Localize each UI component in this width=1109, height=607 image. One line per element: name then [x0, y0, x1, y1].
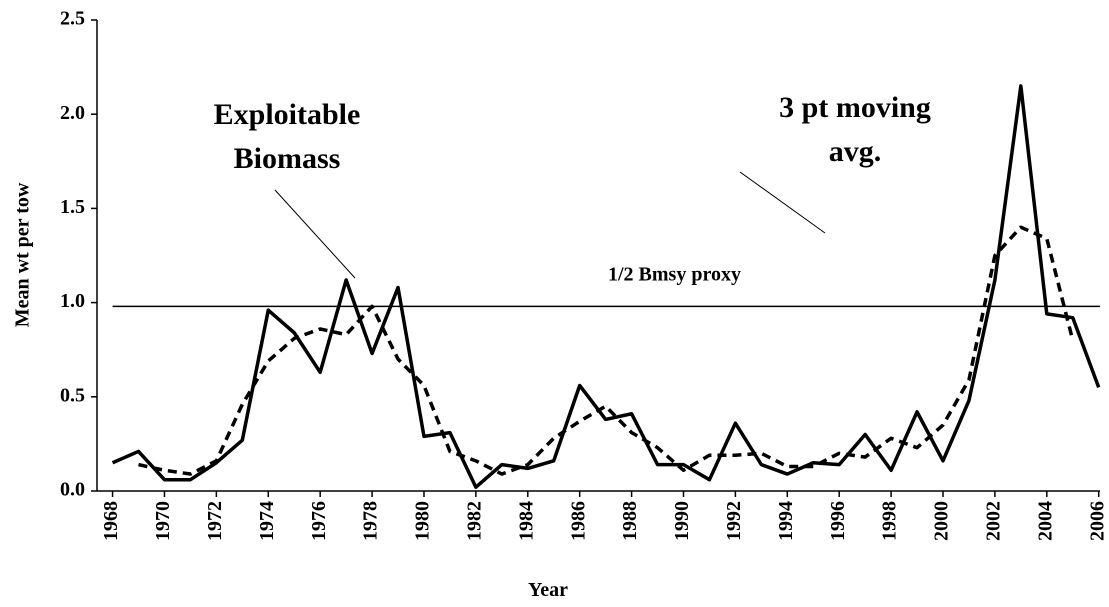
- annotation-pointer: [739, 171, 826, 234]
- y-tick-label: 1.5: [60, 196, 85, 218]
- x-tick-label: 2002: [982, 501, 1004, 541]
- y-tick-label: 2.5: [60, 8, 85, 30]
- series-line: [138, 225, 1075, 476]
- x-tick-label: 1982: [463, 501, 485, 541]
- x-tick-label: 1986: [567, 501, 589, 541]
- reference-label: 1/2 Bmsy proxy: [608, 263, 741, 285]
- x-tick-label: 1990: [671, 501, 693, 541]
- y-tick-label: 0.0: [60, 479, 85, 501]
- annotation: 3 pt moving: [779, 91, 931, 124]
- x-tick-label: 1996: [827, 501, 849, 541]
- y-tick-label: 0.5: [60, 384, 85, 406]
- x-tick-label: 2004: [1034, 501, 1056, 541]
- x-tick-label: 1976: [308, 501, 330, 541]
- x-tick-label: 1974: [256, 501, 278, 541]
- x-tick-label: 1968: [100, 501, 122, 541]
- annotation: avg.: [829, 135, 882, 168]
- x-tick-label: 1992: [723, 501, 745, 541]
- y-tick-label: 1.0: [60, 290, 85, 312]
- x-tick-label: 1984: [515, 501, 537, 541]
- x-tick-label: 2006: [1086, 501, 1108, 541]
- x-tick-label: 1972: [204, 501, 226, 541]
- x-tick-label: 2000: [931, 501, 953, 541]
- x-tick-label: 1998: [879, 501, 901, 541]
- x-tick-label: 1994: [775, 501, 797, 541]
- y-axis-title: Mean wt per tow: [12, 182, 34, 327]
- annotation-pointer: [274, 189, 356, 279]
- y-tick-label: 2.0: [60, 102, 85, 124]
- series-line: [111, 84, 1101, 489]
- x-tick-label: 1978: [360, 501, 382, 541]
- x-axis-title: Year: [528, 579, 568, 601]
- x-tick-label: 1988: [619, 501, 641, 541]
- annotation: Biomass: [234, 142, 341, 175]
- annotation: Exploitable: [214, 98, 361, 131]
- x-tick-label: 1980: [412, 501, 434, 541]
- x-tick-label: 1970: [152, 501, 174, 541]
